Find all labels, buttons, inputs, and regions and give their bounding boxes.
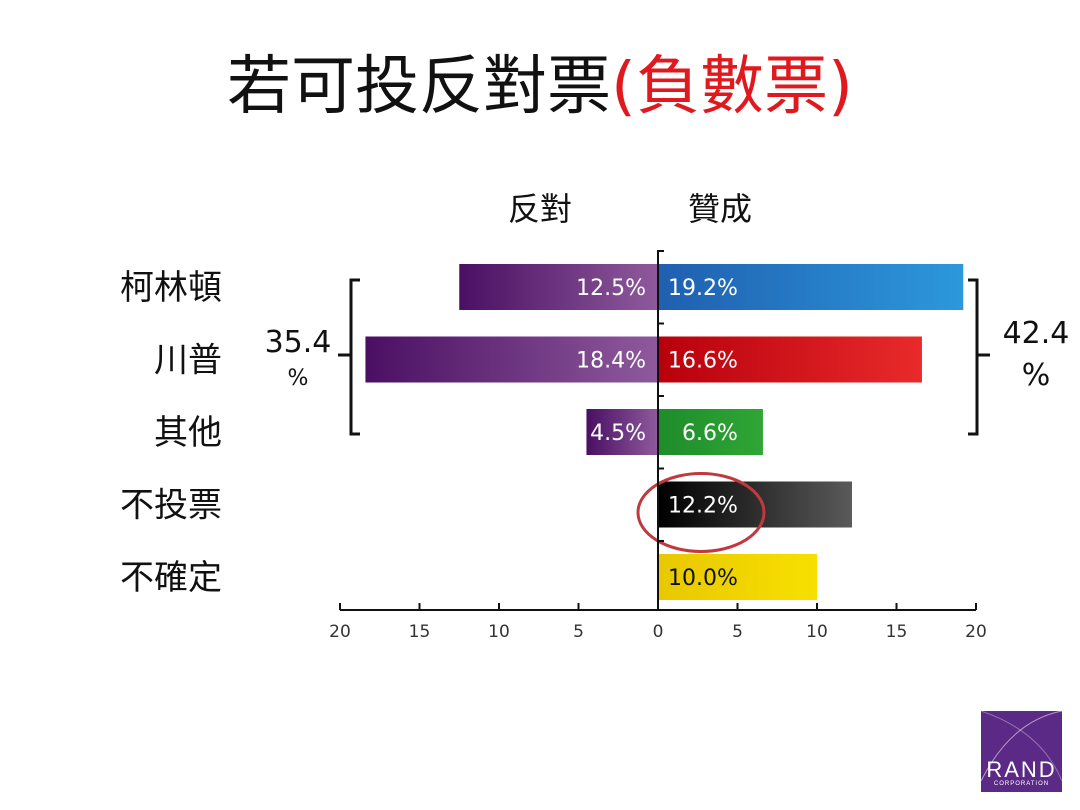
rand-logo: RAND CORPORATION — [981, 711, 1062, 792]
data-label-oppose: 12.5% — [576, 276, 646, 301]
bar-oppose — [365, 336, 658, 383]
bar-support — [658, 481, 852, 528]
x-tick-label: 20 — [965, 622, 987, 642]
logo-swoosh — [981, 711, 1062, 782]
x-tick-label: 15 — [409, 622, 431, 642]
bracket-left — [349, 278, 360, 436]
data-label-oppose: 4.5% — [590, 421, 646, 446]
bar-oppose — [459, 264, 658, 310]
data-label-support: 12.2% — [668, 494, 738, 519]
category-label: 川普 — [154, 341, 222, 381]
logo-subtitle: CORPORATION — [993, 781, 1050, 787]
bar-support — [658, 409, 763, 455]
header-support: 贊成 — [688, 190, 752, 228]
category-label: 不確定 — [120, 558, 222, 598]
title-highlight: (負數票) — [611, 50, 853, 124]
header-oppose: 反對 — [508, 190, 572, 228]
bar-oppose — [586, 409, 658, 455]
x-tick-label: 15 — [886, 622, 908, 642]
highlight-ellipse — [636, 472, 766, 553]
data-label-support: 10.0% — [668, 566, 738, 591]
page-title: 若可投反對票(負數票) — [0, 42, 1080, 132]
x-tick-label: 10 — [488, 622, 510, 642]
x-tick-label: 5 — [573, 622, 584, 642]
data-label-support: 16.6% — [668, 349, 738, 374]
category-label: 不投票 — [120, 486, 222, 526]
category-label: 其他 — [154, 413, 222, 453]
data-label-support: 19.2% — [668, 276, 738, 301]
bracket-left-value: 35.4 — [265, 325, 332, 360]
data-label-support: 6.6% — [682, 421, 738, 446]
x-tick-label: 10 — [806, 622, 828, 642]
bracket-right — [968, 278, 979, 436]
diverging-bar-chart: 反對 贊成 柯林頓 12.5% 19.2% 川普 18.4% 16.6% 其他 4.5% 6.6… — [120, 190, 1070, 642]
x-tick-label: 5 — [732, 622, 743, 642]
x-tick-label: 0 — [653, 622, 664, 642]
bar-support — [658, 264, 964, 310]
bar-support — [658, 554, 817, 600]
bracket-right-unit: % — [1022, 358, 1051, 393]
bar-support — [658, 336, 922, 383]
bracket-left-unit: % — [288, 366, 309, 391]
bracket-right-value: 42.4 — [1003, 316, 1070, 351]
title-main: 若可投反對票 — [227, 50, 612, 124]
data-label-oppose: 18.4% — [576, 349, 646, 374]
x-tick-label: 20 — [329, 622, 351, 642]
category-label: 柯林頓 — [120, 268, 222, 308]
logo-name: RAND — [986, 757, 1057, 782]
